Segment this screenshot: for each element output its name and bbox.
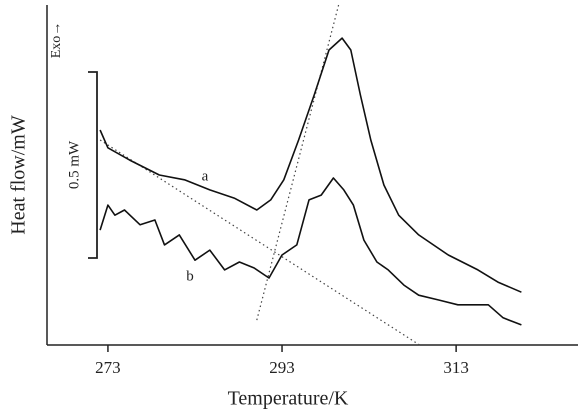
- curve-label: a: [202, 168, 209, 184]
- curve-label: b: [186, 268, 194, 284]
- y-axis-title: Heat flow/mW: [8, 115, 30, 235]
- exo-label: Exo→: [49, 22, 64, 59]
- guide-line: [256, 4, 340, 321]
- guide-line: [99, 139, 420, 346]
- x-tick-label: 293: [269, 358, 295, 377]
- x-axis-title: Temperature/K: [228, 388, 349, 410]
- scale-bar-label: 0.5 mW: [66, 140, 82, 189]
- curve: [99, 37, 522, 293]
- scale-bar: [88, 71, 98, 259]
- curve: [99, 177, 522, 326]
- x-tick-label: 273: [95, 358, 121, 377]
- x-tick-label: 313: [443, 358, 469, 377]
